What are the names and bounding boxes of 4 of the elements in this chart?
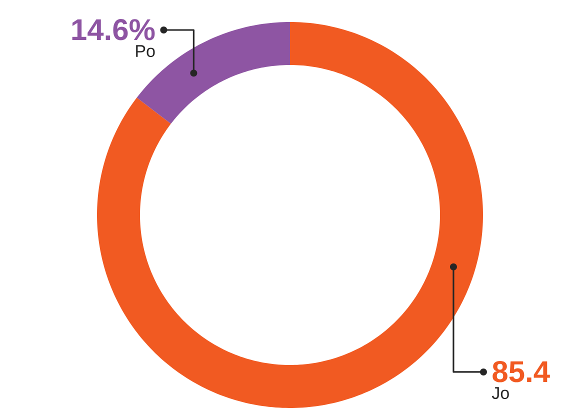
data-label: 85.4	[492, 361, 550, 382]
slice-label: Jo	[492, 387, 509, 400]
data-label: 14.6%	[72, 19, 155, 40]
slice-label: Po	[136, 45, 155, 58]
